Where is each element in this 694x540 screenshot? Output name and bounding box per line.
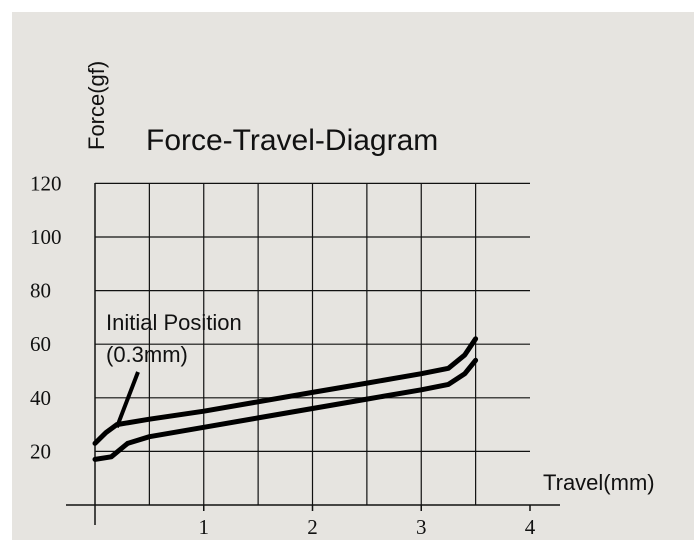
series-line-2 xyxy=(92,357,479,462)
x-tick-label: 3 xyxy=(416,515,427,539)
annotation-line-2: (0.3mm) xyxy=(106,342,188,367)
grid-lines xyxy=(95,182,530,505)
y-tick-label: 20 xyxy=(30,439,51,463)
y-tick-label: 40 xyxy=(30,386,51,410)
x-tick-label: 1 xyxy=(199,515,210,539)
y-tick-labels: 20 40 60 80 100 120 xyxy=(30,171,62,463)
x-axis-label: Travel(mm) xyxy=(543,470,655,495)
annotation-line-1: Initial Position xyxy=(106,310,242,335)
y-tick-label: 60 xyxy=(30,332,51,356)
chart-title: Force-Travel-Diagram xyxy=(146,124,438,157)
y-tick-label: 100 xyxy=(30,225,62,249)
series-line-1 xyxy=(92,336,479,446)
y-tick-label: 120 xyxy=(30,171,62,195)
x-tick-label: 4 xyxy=(525,515,536,539)
y-tick-label: 80 xyxy=(30,279,51,303)
y-axis-label: Force(gf) xyxy=(84,61,109,150)
x-tick-labels: 1 2 3 4 xyxy=(199,505,536,539)
x-tick-label: 2 xyxy=(307,515,318,539)
series-lines xyxy=(92,336,479,462)
annotation-pointer xyxy=(114,371,140,429)
